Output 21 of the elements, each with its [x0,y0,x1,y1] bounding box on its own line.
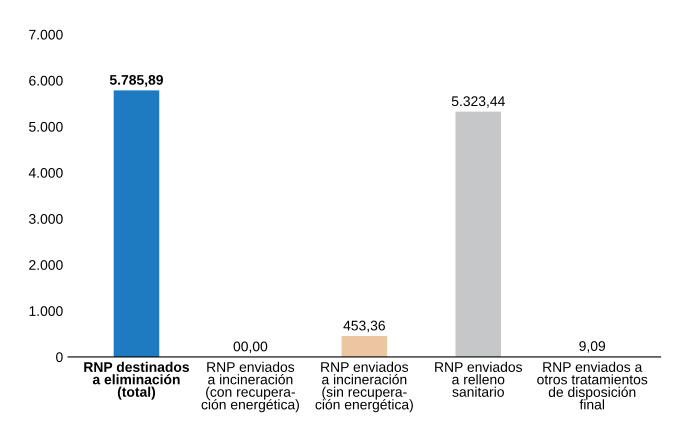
y-tick-label: 5.000 [29,122,63,132]
data-label: 5.323,44 [452,96,505,108]
y-tick-label: 6.000 [29,76,63,86]
bar [342,336,388,357]
data-label: 453,36 [343,320,385,332]
bar [455,112,502,357]
y-tick-label: 1.000 [30,306,63,316]
y-tick-label: 3.000 [29,214,63,224]
y-tick-label: 2.000 [29,260,63,270]
y-tick-label: 7.000 [29,30,63,40]
x-tick-label: RNP destinados a eliminación (total) [84,362,190,400]
data-label: 00,00 [234,342,268,354]
x-tick-label: RNP enviados a incineración (sin recupera- ción energética) [316,362,413,412]
data-label: 9,09 [579,341,606,353]
data-label: 5.785,89 [110,74,163,87]
x-tick-label: RNP enviados a incineración (con recupera- ción energética) [202,362,299,412]
y-tick-label: 4.000 [28,168,63,178]
y-tick-label: 0 [56,352,63,362]
x-tick-label: RNP enviados a relleno sanitario [435,362,522,397]
x-tick-label: RNP enviados a otros tratamientos de disposición final [537,362,648,410]
bar [114,90,160,357]
